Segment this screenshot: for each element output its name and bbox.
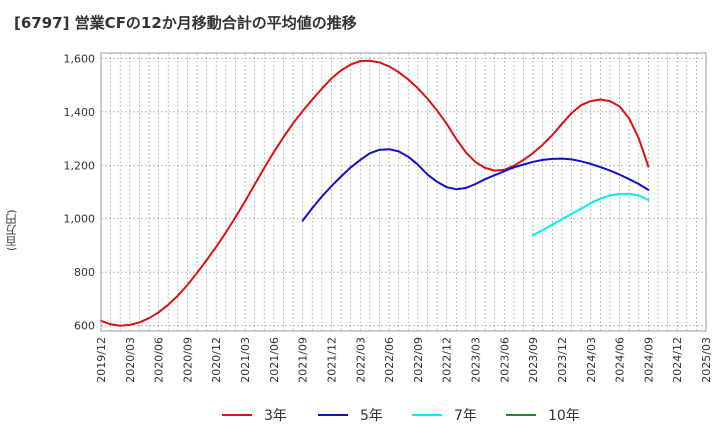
x-tick-label: 2024/06 — [614, 337, 627, 383]
x-tick-label: 2020/03 — [124, 337, 137, 383]
x-tick-label: 2023/03 — [470, 337, 483, 383]
x-tick-label: 2020/06 — [153, 337, 166, 383]
x-tick-label: 2020/09 — [181, 337, 194, 383]
y-axis-ticks: 600 800 1,000 1,200 1,400 1,600 — [64, 52, 96, 332]
series-line — [532, 192, 650, 237]
x-tick-label: 2022/06 — [383, 337, 396, 383]
x-tick-label: 2022/09 — [412, 337, 425, 383]
series-lines — [100, 59, 650, 327]
series-line — [100, 59, 650, 327]
x-tick-label: 2022/12 — [441, 337, 454, 383]
x-tick-label: 2024/03 — [585, 337, 598, 383]
legend-label: 10年 — [548, 408, 580, 424]
y-tick-label: 1,400 — [64, 106, 96, 119]
x-tick-label: 2021/12 — [325, 337, 338, 383]
legend-label: 5年 — [360, 408, 383, 424]
x-tick-label: 2023/06 — [498, 337, 511, 383]
x-tick-label: 2021/09 — [297, 337, 310, 383]
x-axis-ticks: 2019/12 2020/03 2020/06 2020/09 2020/12 2021/… — [95, 337, 713, 383]
x-tick-label: 2021/06 — [268, 337, 281, 383]
y-tick-label: 600 — [74, 320, 95, 333]
x-tick-label: 2021/03 — [239, 337, 252, 383]
x-tick-label: 2024/09 — [642, 337, 655, 383]
x-tick-label: 2023/12 — [556, 337, 569, 383]
legend-label: 3年 — [264, 408, 287, 424]
x-tick-label: 2019/12 — [95, 337, 108, 383]
y-tick-label: 800 — [74, 266, 95, 279]
x-tick-label: 2022/03 — [354, 337, 367, 383]
y-tick-label: 1,200 — [64, 159, 96, 172]
y-tick-label: 1,000 — [64, 213, 96, 226]
plot-frame — [100, 52, 707, 332]
x-tick-label: 2025/03 — [700, 337, 713, 383]
grid-lines — [101, 53, 706, 331]
chart-title: [6797] 営業CFの12か月移動合計の平均値の推移 — [14, 14, 357, 32]
x-tick-label: 2020/12 — [210, 337, 223, 383]
x-tick-label: 2023/09 — [527, 337, 540, 383]
legend: 3年 5年 7年 10年 — [222, 408, 580, 424]
legend-label: 7年 — [454, 408, 477, 424]
y-tick-label: 1,600 — [64, 52, 96, 65]
x-tick-label: 2024/12 — [671, 337, 684, 383]
series-line — [301, 148, 650, 222]
